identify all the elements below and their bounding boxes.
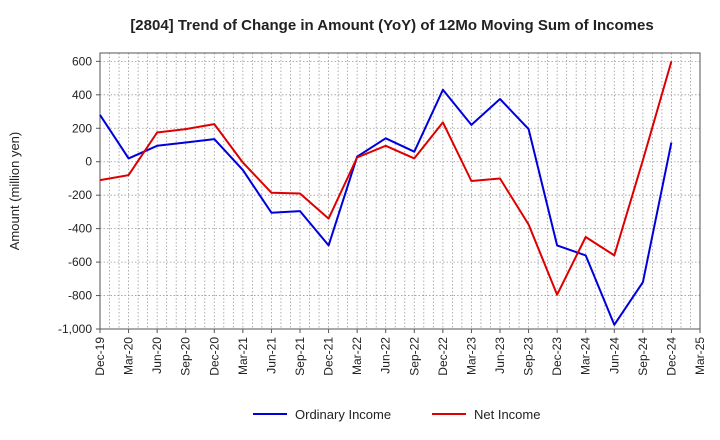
- chart-title: [2804] Trend of Change in Amount (YoY) o…: [130, 17, 653, 34]
- y-tick-label: 0: [85, 155, 92, 169]
- x-tick-label: Mar-24: [579, 337, 593, 375]
- x-tick-label: Sep-24: [636, 337, 650, 376]
- x-tick-label: Jun-23: [493, 337, 507, 374]
- y-tick-label: 200: [72, 121, 92, 135]
- x-tick-label: Sep-20: [179, 337, 193, 376]
- plot-area: [99, 52, 701, 330]
- y-tick-label: 600: [72, 54, 92, 68]
- y-tick-label: 400: [72, 88, 92, 102]
- legend: Ordinary Income Net Income: [253, 407, 540, 422]
- y-axis-label: Amount (million yen): [7, 132, 22, 251]
- x-tick-label: Dec-19: [93, 337, 107, 376]
- x-axis-ticks: Dec-19 Mar-20 Jun-20 Sep-20 Dec-20 Mar-21 Jun-…: [93, 329, 707, 376]
- series-group: [99, 61, 673, 326]
- y-tick-label: -800: [68, 289, 92, 303]
- x-tick-label: Sep-22: [407, 337, 421, 376]
- y-tick-label: -400: [68, 222, 92, 236]
- x-tick-label: Mar-25: [693, 337, 707, 375]
- x-tick-label: Jun-22: [379, 337, 393, 374]
- x-tick-label: Dec-20: [207, 337, 221, 376]
- legend-label: Net Income: [474, 407, 540, 422]
- x-tick-label: Mar-22: [350, 337, 364, 375]
- gridlines: [100, 53, 700, 330]
- x-tick-label: Dec-24: [664, 337, 678, 376]
- x-tick-label: Jun-24: [607, 337, 621, 374]
- x-tick-label: Mar-23: [464, 337, 478, 375]
- x-tick-label: Sep-21: [293, 337, 307, 376]
- x-tick-label: Mar-21: [236, 337, 250, 375]
- y-tick-label: -200: [68, 188, 92, 202]
- y-tick-label: -600: [68, 255, 92, 269]
- x-tick-label: Dec-21: [322, 337, 336, 376]
- y-tick-label: -1,000: [58, 322, 92, 336]
- x-tick-label: Dec-23: [550, 337, 564, 376]
- x-tick-label: Jun-20: [150, 337, 164, 374]
- x-tick-label: Mar-20: [122, 337, 136, 375]
- x-tick-label: Dec-22: [436, 337, 450, 376]
- x-tick-label: Sep-23: [522, 337, 536, 376]
- y-axis-ticks: -1,000 -800 -600 -400 -200 0 200 400 600: [58, 54, 100, 336]
- x-tick-label: Jun-21: [264, 337, 278, 374]
- legend-label: Ordinary Income: [295, 407, 391, 422]
